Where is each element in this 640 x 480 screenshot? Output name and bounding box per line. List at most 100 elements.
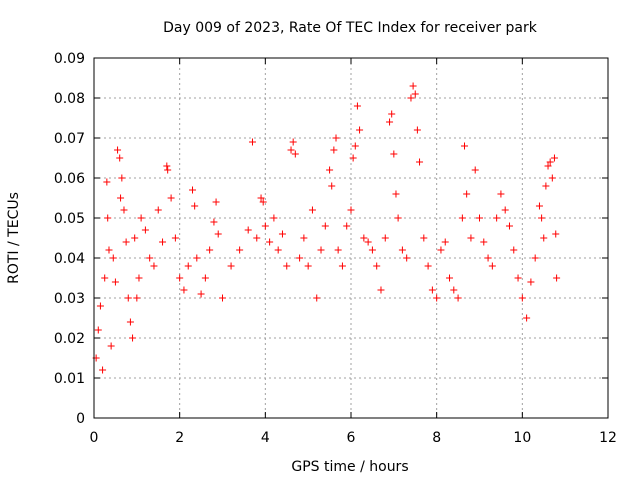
data-point <box>347 206 355 214</box>
data-point <box>201 274 209 282</box>
data-point <box>313 294 321 302</box>
data-point <box>433 294 441 302</box>
data-point <box>321 222 329 230</box>
data-point <box>180 286 188 294</box>
data-point <box>259 198 267 206</box>
data-point <box>94 326 102 334</box>
data-point <box>99 366 107 374</box>
data-point <box>386 118 394 126</box>
data-point <box>244 226 252 234</box>
data-point <box>413 126 421 134</box>
data-point <box>351 142 359 150</box>
data-point <box>236 246 244 254</box>
x-axis-label: GPS time / hours <box>291 459 408 475</box>
data-point <box>261 222 269 230</box>
data-point <box>300 234 308 242</box>
data-point <box>287 146 295 154</box>
data-point <box>338 262 346 270</box>
data-point <box>411 90 419 98</box>
data-point <box>118 174 126 182</box>
data-point <box>253 234 261 242</box>
data-point <box>332 134 340 142</box>
data-point <box>227 262 235 270</box>
data-point <box>388 110 396 118</box>
data-point <box>493 214 501 222</box>
data-point <box>210 218 218 226</box>
data-point <box>542 182 550 190</box>
data-point <box>407 94 415 102</box>
data-point <box>424 262 432 270</box>
data-point <box>377 286 385 294</box>
data-point <box>553 274 561 282</box>
data-point <box>219 294 226 302</box>
data-point <box>114 146 122 154</box>
data-point <box>274 246 282 254</box>
data-point <box>544 162 552 170</box>
x-tick-label: 10 <box>513 430 531 446</box>
data-point <box>394 214 402 222</box>
data-point <box>458 214 466 222</box>
data-point <box>398 246 406 254</box>
data-point <box>364 238 372 246</box>
data-point <box>437 246 445 254</box>
data-point <box>296 254 304 262</box>
data-point <box>289 138 297 146</box>
y-tick-label: 0.07 <box>54 131 85 147</box>
data-point <box>390 150 398 158</box>
data-point <box>360 234 368 242</box>
data-point <box>248 138 256 146</box>
data-point <box>137 214 145 222</box>
data-point <box>353 102 361 110</box>
data-point <box>409 82 417 90</box>
data-point <box>122 238 130 246</box>
data-point <box>463 190 471 198</box>
data-point <box>197 290 205 298</box>
data-point <box>356 126 364 134</box>
data-point <box>193 254 201 262</box>
data-point <box>171 234 179 242</box>
data-point <box>96 302 104 310</box>
data-point <box>349 154 357 162</box>
data-point <box>514 274 522 282</box>
data-point <box>266 238 274 246</box>
data-point <box>343 222 351 230</box>
x-tick-label: 4 <box>261 430 270 446</box>
data-point <box>454 294 462 302</box>
data-point <box>163 162 171 170</box>
data-point <box>461 142 469 150</box>
y-tick-label: 0.06 <box>54 171 85 187</box>
x-tick-label: 12 <box>599 430 617 446</box>
data-point <box>446 274 454 282</box>
data-point <box>164 166 172 174</box>
data-point <box>270 214 278 222</box>
plot-area-frame <box>93 57 609 419</box>
data-point <box>131 234 139 242</box>
x-tick-label: 2 <box>175 430 184 446</box>
y-tick-label: 0.02 <box>54 331 85 347</box>
data-point <box>104 214 112 222</box>
data-point <box>133 294 141 302</box>
y-tick-label: 0 <box>76 411 85 427</box>
data-point <box>467 234 475 242</box>
data-point <box>471 166 479 174</box>
data-point <box>484 254 492 262</box>
data-point <box>176 274 184 282</box>
data-point <box>480 238 488 246</box>
data-point <box>189 186 197 194</box>
data-point <box>291 150 299 158</box>
data-point <box>441 238 449 246</box>
data-point <box>518 294 526 302</box>
data-point <box>535 202 543 210</box>
data-point <box>538 214 546 222</box>
y-axis-ticks: 0 0.01 0.02 0.03 0.04 0.05 0.06 0.07 0.08 0.09 <box>54 51 608 427</box>
data-point <box>109 254 117 262</box>
data-point <box>105 246 113 254</box>
data-point <box>403 254 411 262</box>
data-point <box>141 226 149 234</box>
data-point <box>548 174 556 182</box>
data-point <box>191 202 199 210</box>
y-axis-label: ROTI / TECUs <box>6 192 22 284</box>
data-point <box>476 214 483 222</box>
data-point <box>450 286 458 294</box>
